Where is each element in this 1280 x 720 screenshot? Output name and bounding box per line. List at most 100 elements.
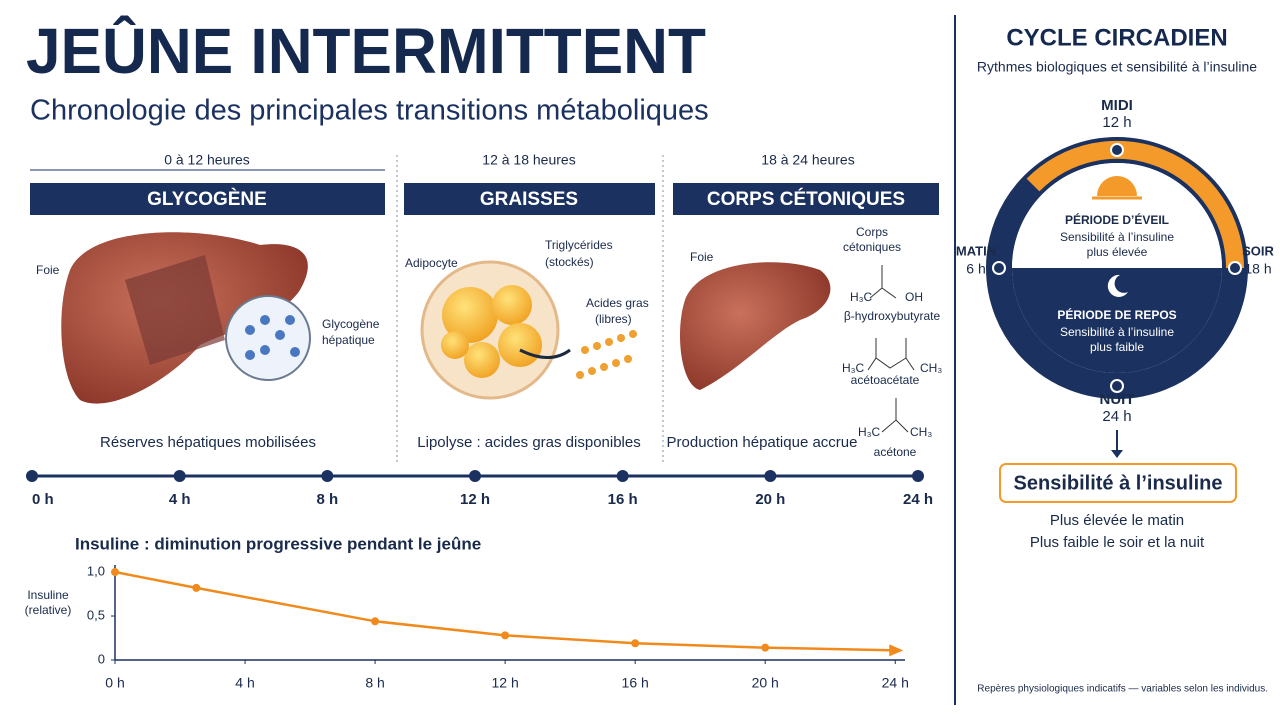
subtitle: Chronologie des principales transitions …	[30, 95, 709, 127]
note: Plus élevée le matin	[1050, 512, 1184, 529]
formula: OH	[905, 290, 923, 304]
circadian-subtitle: Rythmes biologiques et sensibilité à l’i…	[977, 59, 1257, 75]
timeline-dot	[912, 470, 924, 482]
circadian-title: CYCLE CIRCADIEN	[1006, 24, 1227, 51]
period-title: PÉRIODE D’ÉVEIL	[1065, 212, 1169, 227]
night-half	[1012, 268, 1222, 373]
x-tick-label: 8 h	[365, 675, 384, 691]
formula: H₃C	[858, 425, 881, 439]
line-arrowhead	[889, 644, 904, 657]
phase-bar	[673, 183, 939, 215]
phase-caption: Production hépatique accrue	[667, 434, 858, 451]
x-tick-label: 20 h	[752, 675, 779, 691]
insulin-chart: 0 0,5 1,0 0 h 4 h 8 h 12 h 16 h 20 h 24 h	[87, 563, 909, 690]
timeline-dot	[321, 470, 334, 482]
timeline-ticks: 0 h 4 h 8 h 12 h 16 h 20 h 24 h	[26, 470, 933, 508]
clock-label: 12 h	[1102, 114, 1131, 131]
label: (stockés)	[545, 255, 594, 269]
x-tick-label: 0 h	[105, 675, 124, 691]
data-point	[111, 568, 119, 577]
x-tick-label: 16 h	[622, 675, 649, 691]
x-tick-label: 4 h	[235, 675, 254, 691]
phase-range: 0 à 12 heures	[164, 152, 250, 168]
note: Plus faible le soir et la nuit	[1030, 534, 1205, 551]
label: acétone	[874, 445, 917, 459]
insulin-box	[999, 463, 1237, 503]
period-title: PÉRIODE DE REPOS	[1057, 307, 1176, 322]
sun-icon	[1097, 176, 1137, 196]
label: hépatique	[322, 333, 375, 347]
clock-dots	[992, 143, 1242, 393]
phase-title: CORPS CÉTONIQUES	[707, 188, 905, 210]
period-text: Sensibilité à l’insuline	[1060, 325, 1174, 339]
fatty-acids	[576, 330, 637, 379]
arrow	[519, 348, 571, 359]
timeline-label: 12 h	[460, 491, 490, 508]
timeline-dot	[764, 470, 777, 482]
moon-icon	[1107, 274, 1128, 297]
clock-label: MIDI	[1101, 97, 1133, 114]
timeline-label: 8 h	[316, 491, 338, 508]
data-point	[761, 643, 770, 652]
label: Acides gras	[586, 296, 649, 310]
formula: CH₃	[910, 425, 932, 439]
molecule	[867, 265, 915, 433]
footer: Repères physiologiques indicatifs — vari…	[977, 684, 1268, 695]
period-text: plus élevée	[1087, 245, 1148, 259]
label: (libres)	[595, 312, 632, 326]
period-text: Sensibilité à l’insuline	[1060, 230, 1174, 244]
y-tick-label: 0,5	[87, 607, 105, 622]
clock-label: 24 h	[1102, 408, 1131, 425]
y-axis-label: Insuline	[27, 588, 69, 602]
label: cétoniques	[843, 240, 901, 254]
glycogen-molecule	[245, 315, 300, 360]
period-text: plus faible	[1090, 340, 1144, 354]
formula: H₃C	[850, 290, 873, 304]
timeline-dot	[616, 470, 629, 482]
data-point	[192, 583, 201, 592]
formula: H₃C	[842, 361, 865, 375]
phase-bar	[30, 183, 385, 215]
x-tick-label: 24 h	[882, 675, 909, 691]
label: acétoacétate	[851, 373, 920, 387]
liver-illustration	[680, 262, 831, 390]
arrow	[1111, 450, 1123, 458]
timeline-dot	[26, 470, 38, 482]
y-tick-label: 1,0	[87, 563, 105, 578]
label: Foie	[36, 263, 60, 277]
liver-cutaway	[125, 255, 225, 365]
data-point	[631, 639, 640, 648]
timeline-label: 20 h	[755, 491, 785, 508]
x-tick-label: 12 h	[491, 675, 518, 691]
y-tick-label: 0	[98, 651, 105, 666]
y-axis-label: (relative)	[25, 603, 72, 617]
title: JEÛNE INTERMITTENT	[26, 14, 706, 87]
clock-label: SOIR	[1242, 243, 1274, 258]
label: Triglycérides	[545, 238, 613, 252]
phase-title: GRAISSES	[480, 189, 578, 210]
data-point	[371, 617, 380, 626]
data-point	[501, 631, 510, 640]
clock-label: NUIT	[1100, 391, 1135, 408]
chart-title: Insuline : diminution progressive pendan…	[75, 534, 481, 553]
clock-label: 6 h	[966, 261, 985, 277]
phase-bar	[404, 183, 655, 215]
phase-title: GLYCOGÈNE	[147, 188, 267, 210]
label: Glycogène	[322, 317, 380, 331]
day-arc	[1026, 140, 1244, 269]
clock-label: MATIN	[956, 243, 996, 258]
clock-label: 18 h	[1244, 261, 1271, 277]
phase-range: 12 à 18 heures	[482, 152, 575, 168]
timeline-label: 4 h	[169, 491, 191, 508]
timeline-label: 0 h	[32, 491, 54, 508]
phase-caption: Réserves hépatiques mobilisées	[100, 434, 316, 451]
timeline-dot	[173, 470, 186, 482]
label: Corps	[856, 225, 888, 239]
label: Adipocyte	[405, 256, 458, 270]
day-half	[1012, 163, 1222, 268]
insulin-box-label: Sensibilité à l’insuline	[1014, 472, 1223, 494]
phase-range: 18 à 24 heures	[761, 152, 854, 168]
glycogen-zoom	[225, 295, 311, 381]
phase-caption: Lipolyse : acides gras disponibles	[417, 434, 640, 451]
